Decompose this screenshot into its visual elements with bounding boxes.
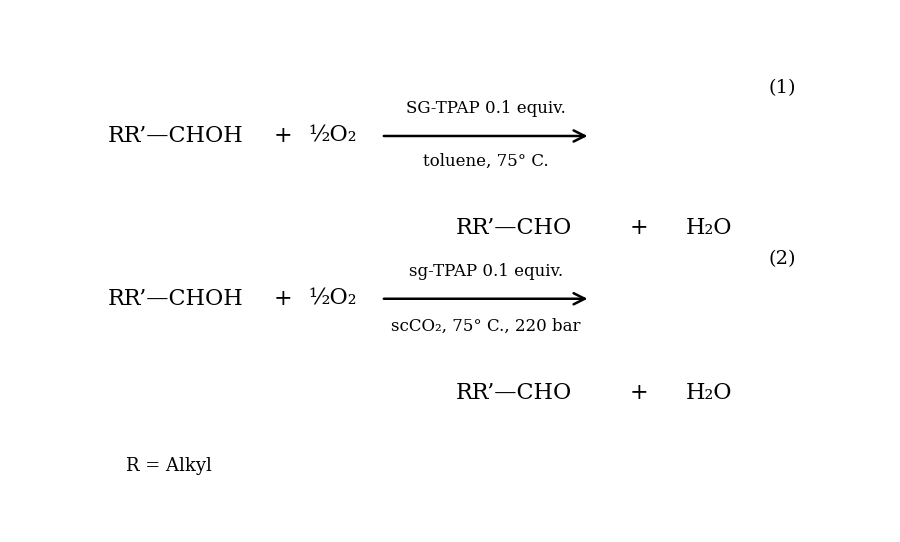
Text: toluene, 75° C.: toluene, 75° C. [423, 152, 548, 170]
Text: +: + [630, 217, 648, 239]
Text: (2): (2) [769, 250, 796, 268]
Text: RR’—CHOH: RR’—CHOH [107, 288, 243, 309]
Text: ½O₂: ½O₂ [308, 288, 356, 309]
Text: RR’—CHOH: RR’—CHOH [107, 125, 243, 147]
Text: R = Alkyl: R = Alkyl [126, 457, 212, 475]
Text: +: + [274, 125, 292, 147]
Text: sg-TPAP 0.1 equiv.: sg-TPAP 0.1 equiv. [409, 263, 562, 280]
Text: ½O₂: ½O₂ [308, 125, 356, 147]
Text: +: + [274, 288, 292, 309]
Text: +: + [630, 382, 648, 404]
Text: SG-TPAP 0.1 equiv.: SG-TPAP 0.1 equiv. [406, 100, 565, 118]
Text: scCO₂, 75° C., 220 bar: scCO₂, 75° C., 220 bar [391, 318, 580, 334]
Text: RR’—CHO: RR’—CHO [455, 217, 572, 239]
Text: (1): (1) [769, 79, 796, 97]
Text: H₂O: H₂O [686, 217, 732, 239]
Text: H₂O: H₂O [686, 382, 732, 404]
Text: RR’—CHO: RR’—CHO [455, 382, 572, 404]
